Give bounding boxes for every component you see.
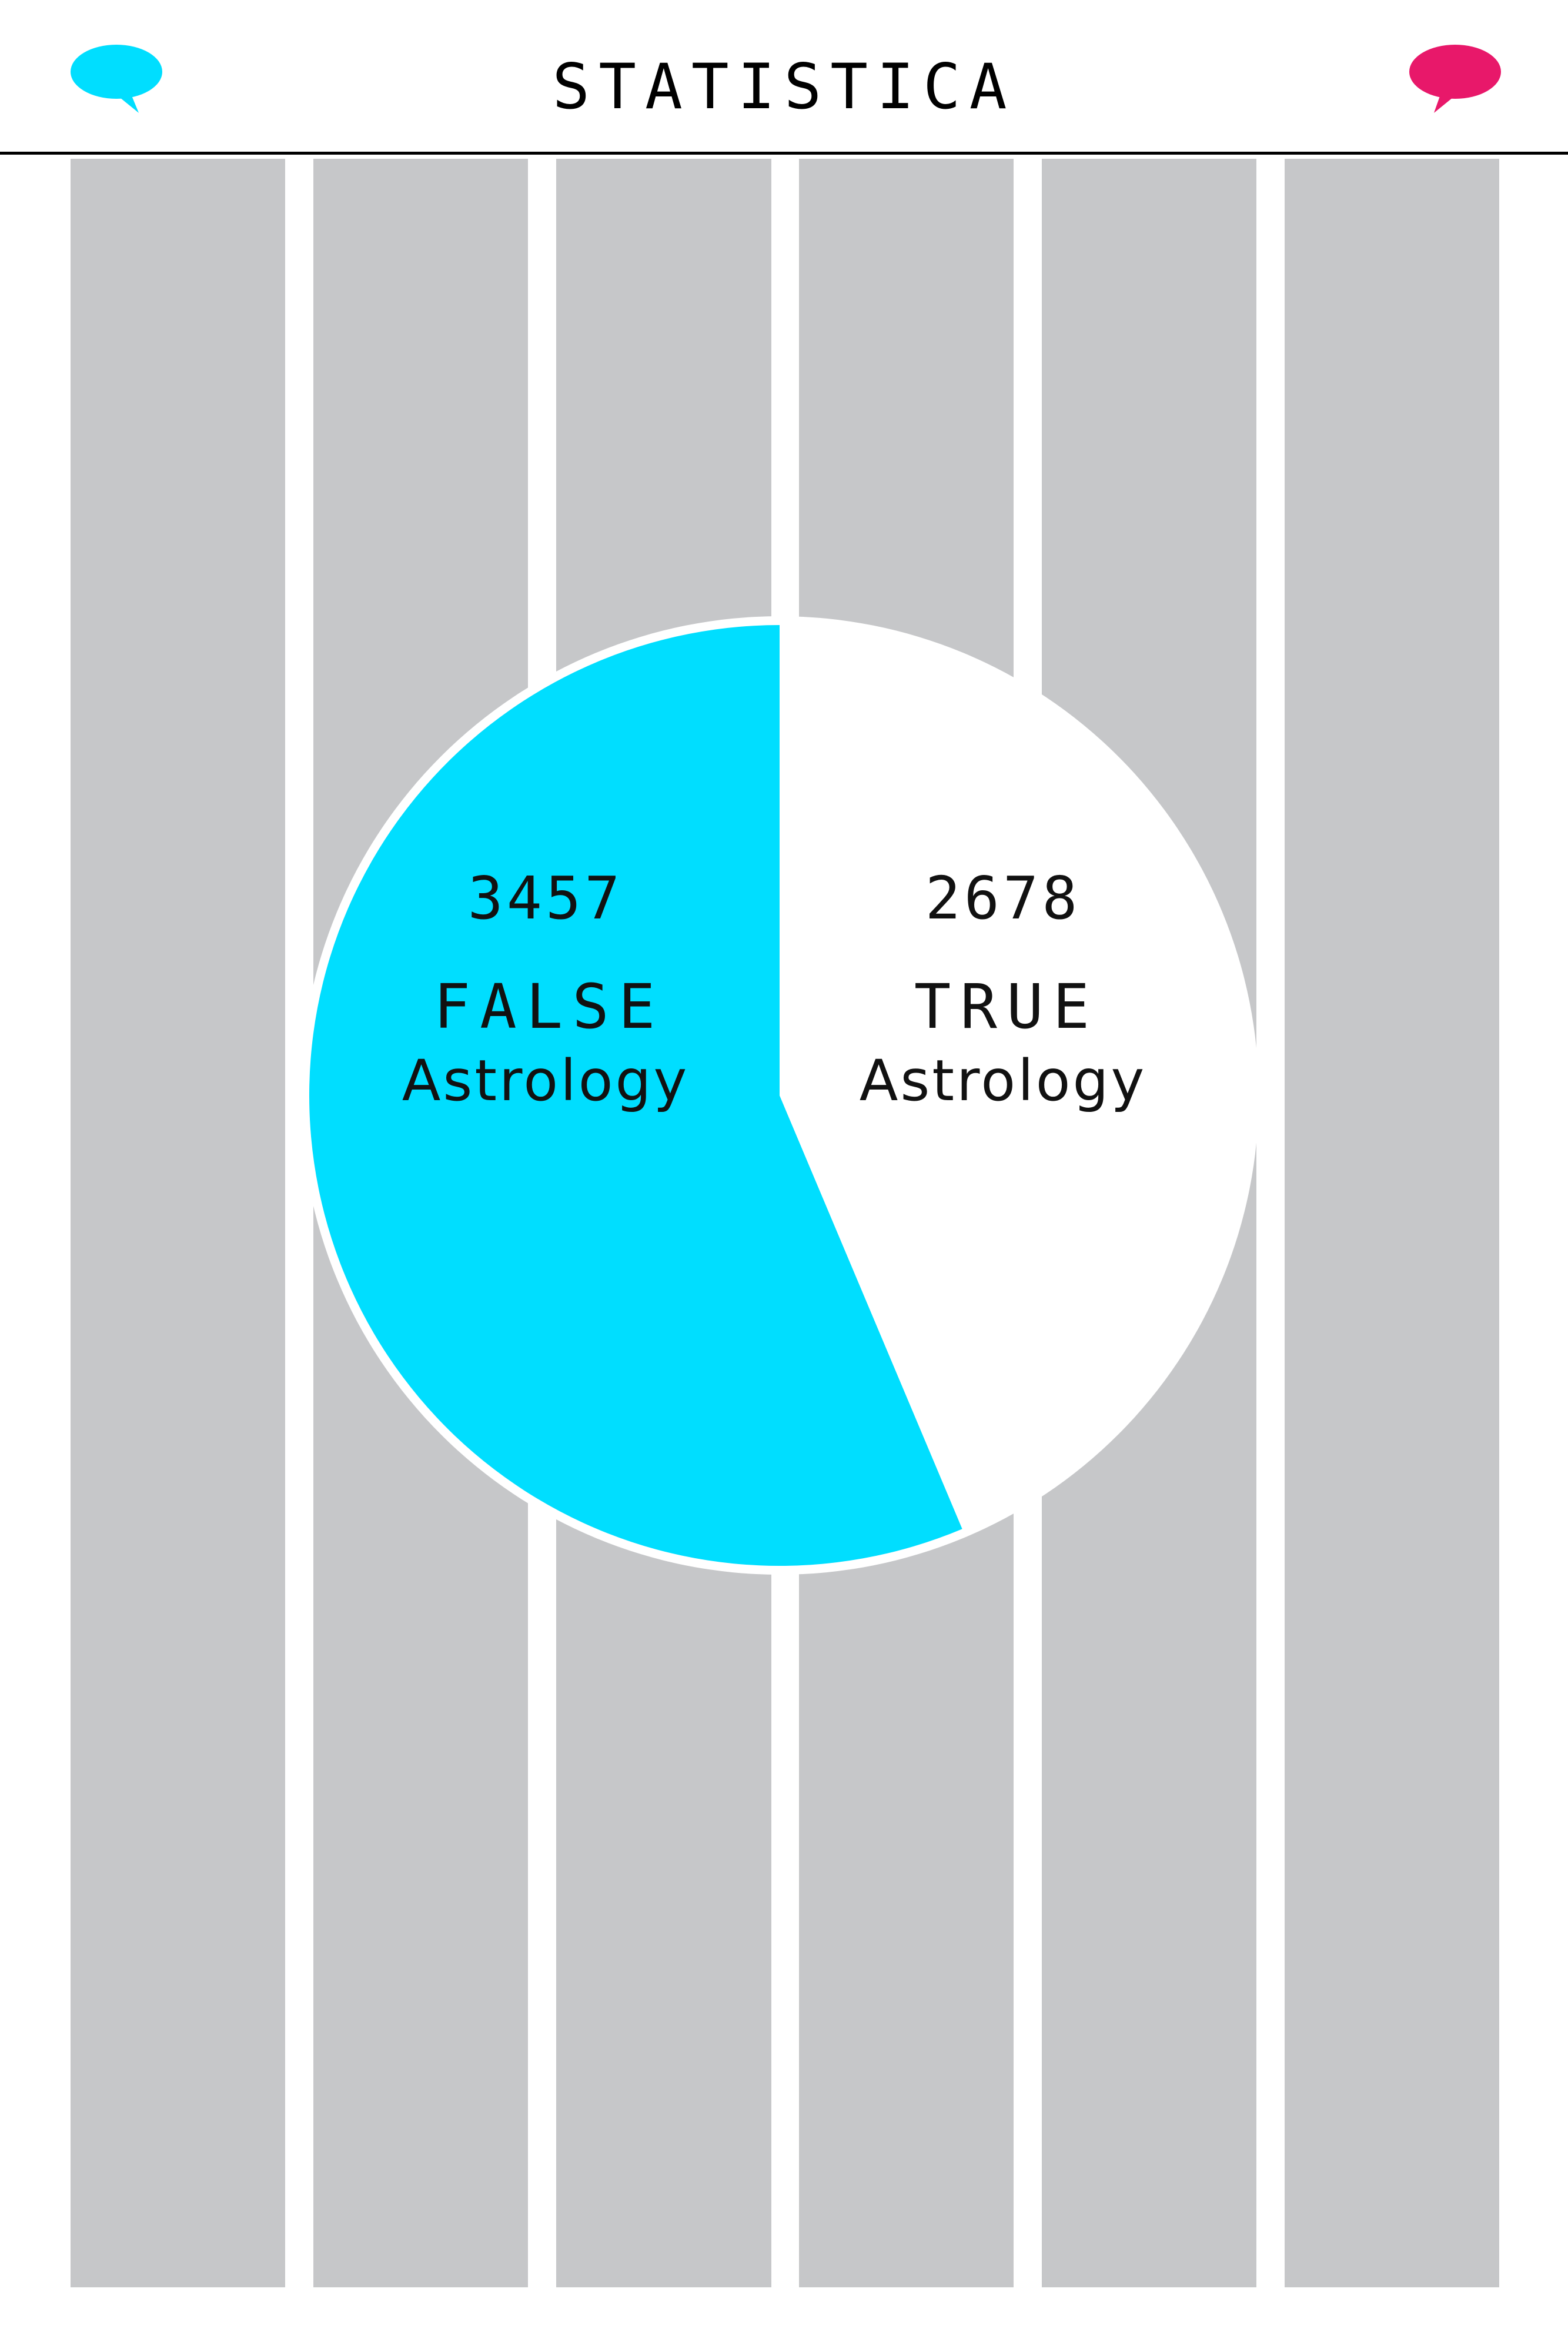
- bubble-tail: [1434, 93, 1468, 113]
- background-column: [1285, 159, 1499, 2287]
- slice-sublabel-true: Astrology: [859, 1048, 1147, 1114]
- header: STATISTICA: [0, 0, 1568, 155]
- slice-label-true: TRUE: [914, 971, 1099, 1043]
- bubble-body: [1409, 45, 1501, 99]
- speech-bubble-icon[interactable]: [1408, 42, 1502, 119]
- pie-slice-true: [780, 625, 1250, 1529]
- slice-label-false: FALSE: [433, 971, 665, 1043]
- slice-sublabel-false: Astrology: [402, 1048, 690, 1114]
- speech-bubble-icon[interactable]: [69, 42, 163, 119]
- bubble-tail: [103, 93, 139, 113]
- header-divider: [0, 152, 1568, 155]
- background-column: [71, 159, 285, 2287]
- slice-value-false: 3457: [467, 864, 624, 933]
- pie-slice-false: [309, 625, 962, 1566]
- bubble-body: [71, 45, 162, 99]
- slice-value-true: 2678: [925, 864, 1081, 933]
- page-title: STATISTICA: [552, 51, 1016, 123]
